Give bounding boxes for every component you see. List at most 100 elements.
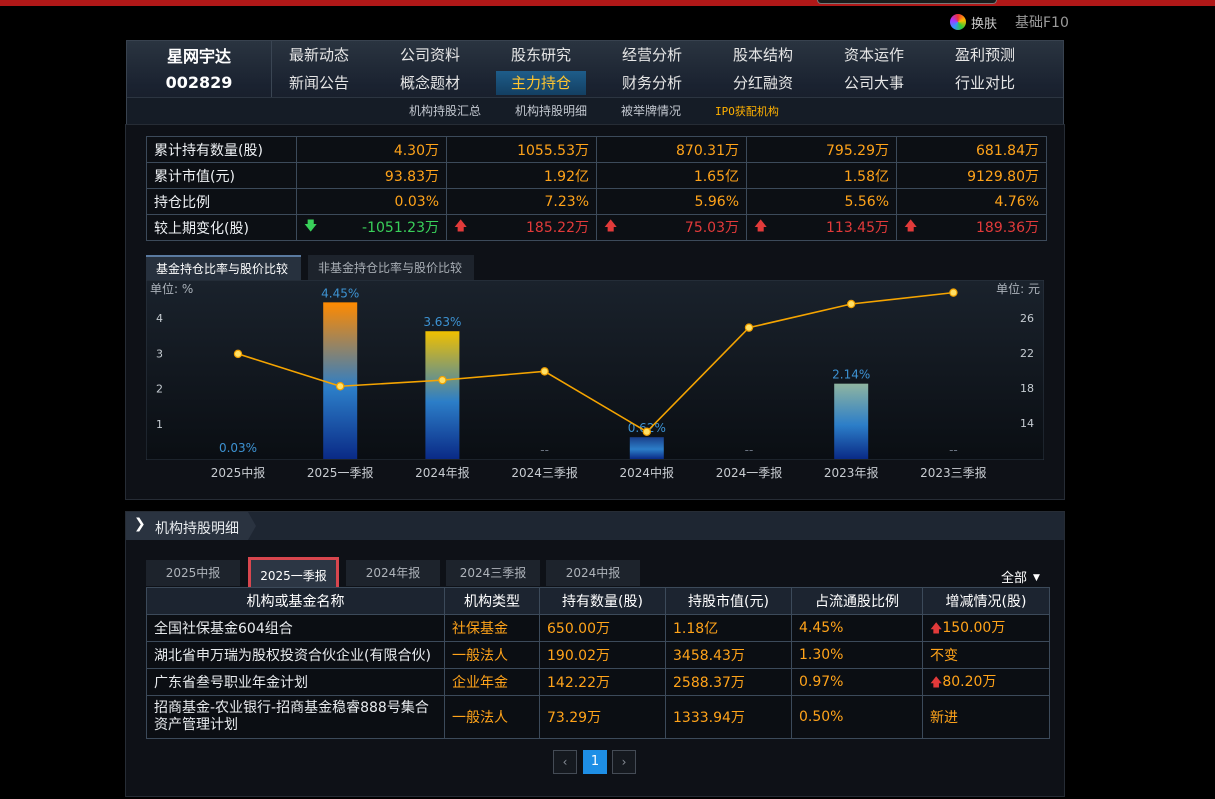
bar-label-1: 4.45% — [321, 286, 359, 300]
tab-nonfund-vs-price[interactable]: 非基金持仓比率与股价比较 — [308, 255, 474, 281]
y-left-tick: 3 — [156, 347, 163, 360]
summary-value: 5.96% — [596, 188, 747, 215]
stock-name: 星网宇达 — [166, 47, 231, 66]
col-name: 机构或基金名称 — [146, 587, 445, 615]
table-row[interactable]: 广东省叁号职业年金计划 企业年金 142.22万 2588.37万 0.97% 🡅80.2… — [146, 668, 1050, 696]
tab-2024-annual[interactable]: 2024年报 — [346, 560, 440, 586]
summary-value: 5.56% — [746, 188, 897, 215]
holding-qty: 190.02万 — [539, 641, 666, 669]
summary-value: 0.03% — [296, 188, 447, 215]
table-row[interactable]: 湖北省申万瑞为股权投资合伙企业(有限合伙) 一般法人 190.02万 3458.43万… — [146, 641, 1050, 669]
price-line — [237, 291, 954, 433]
arrow-up-icon: 🡅 — [454, 218, 468, 234]
price-point-0 — [233, 349, 243, 359]
next-page-button[interactable]: › — [612, 750, 636, 774]
holding-value: 2588.37万 — [665, 668, 792, 696]
holding-value: 1.18亿 — [665, 614, 792, 642]
price-point-4 — [642, 427, 651, 436]
summary-row: 持仓比例 0.03% 7.23% 5.96% 5.56% 4.76% — [146, 188, 1047, 215]
tab-2025-q1[interactable]: 2025一季报 — [248, 557, 339, 590]
x-axis-labels: 2025中报 2025一季报 2024年报 2024三季报 2024中报 2024一季报 2… — [146, 462, 1044, 482]
page-1-button[interactable]: 1 — [583, 750, 607, 774]
nav-item-row2-2[interactable]: 主力持仓 — [496, 71, 586, 95]
change-value: 不变 — [922, 641, 1050, 669]
summary-value: 🡅 185.22万 — [446, 214, 597, 241]
y-right-tick: 26 — [1020, 312, 1034, 325]
subnav-institution-detail[interactable]: 机构持股明细 — [515, 104, 588, 118]
subnav-placard[interactable]: 被举牌情况 — [621, 104, 682, 118]
summary-value: 1055.53万 — [446, 136, 597, 163]
nav-item-row1-2[interactable]: 股东研究 — [510, 46, 571, 64]
skin-button[interactable]: 换肤 — [950, 12, 997, 32]
nav-item-row1-5[interactable]: 资本运作 — [843, 46, 904, 64]
nav-item-row2-0[interactable]: 新闻公告 — [288, 74, 349, 92]
summary-value: 870.31万 — [596, 136, 747, 163]
nav-item-row2-5[interactable]: 公司大事 — [843, 74, 904, 92]
prev-page-button[interactable]: ‹ — [553, 750, 577, 774]
x-tick-label-5: 2024一季报 — [715, 466, 783, 480]
skin-label: 换肤 — [971, 16, 998, 32]
float-ratio: 4.45% — [791, 614, 923, 642]
table-row[interactable]: 全国社保基金604组合 社保基金 650.00万 1.18亿 4.45% 🡅150.00万 — [146, 614, 1050, 642]
top-search-tab[interactable] — [817, 0, 997, 4]
table-row[interactable]: 招商基金-农业银行-招商基金稳睿888号集合资产管理计划 一般法人 73.29万 13… — [146, 695, 1050, 739]
summary-value: 🡇 -1051.23万 — [296, 214, 447, 241]
tab-2024-mid[interactable]: 2024中报 — [546, 560, 640, 586]
summary-row: 较上期变化(股) 🡇 -1051.23万 🡅 185.22万 🡅 75.03万 🡅 113.45… — [146, 214, 1047, 241]
col-change: 增减情况(股) — [922, 587, 1050, 615]
nav-item-row1-4[interactable]: 股本结构 — [732, 46, 793, 64]
institution-name: 广东省叁号职业年金计划 — [146, 668, 445, 696]
nav-item-row1-3[interactable]: 经营分析 — [621, 46, 682, 64]
summary-value: 4.30万 — [296, 136, 447, 163]
bar-6 — [834, 383, 869, 459]
float-ratio: 1.30% — [791, 641, 923, 669]
institution-type: 一般法人 — [444, 641, 540, 669]
main-nav: 星网宇达 002829 最新动态 公司资料 股东研究 经营分析 股本结构 资本运作 盈利预测… — [126, 40, 1064, 125]
arrow-down-icon: 🡇 — [304, 218, 318, 234]
bar-label-3: -- — [540, 443, 549, 457]
y-left-tick: 2 — [156, 383, 163, 396]
holding-value: 3458.43万 — [665, 641, 792, 669]
holding-value: 1333.94万 — [665, 695, 792, 739]
nav-item-row1-0[interactable]: 最新动态 — [288, 46, 349, 64]
price-point-1 — [335, 382, 345, 391]
filter-label: 全部 — [1001, 571, 1028, 586]
nav-item-row2-6[interactable]: 行业对比 — [954, 74, 1015, 92]
chevron-right-icon: ❯ — [134, 516, 146, 532]
x-tick-label-0: 2025中报 — [210, 466, 266, 480]
panel-header: ❯ 机构持股明细 — [126, 512, 1064, 540]
summary-value-text: 185.22万 — [526, 219, 589, 236]
panel-title: 机构持股明细 — [155, 521, 239, 537]
summary-table: 累计持有数量(股) 4.30万 1055.53万 870.31万 795.29万 681.… — [146, 136, 1047, 241]
basic-f10-link[interactable]: 基础F10 — [1015, 15, 1069, 31]
subnav-ipo-allotment[interactable]: IPO获配机构 — [715, 105, 779, 118]
subnav-institution-summary[interactable]: 机构持股汇总 — [409, 104, 482, 118]
holding-price-chart: 单位: %单位: 元1234141822260.03%4.45%3.63%--0… — [146, 280, 1044, 460]
price-point-6 — [847, 299, 856, 309]
change-value: 🡅150.00万 — [922, 614, 1050, 642]
nav-item-row2-1[interactable]: 概念题材 — [399, 74, 460, 92]
summary-value: 1.92亿 — [446, 162, 597, 189]
x-tick-label-6: 2023年报 — [823, 466, 879, 480]
change-text: 80.20万 — [942, 673, 997, 690]
tab-2024-q3[interactable]: 2024三季报 — [446, 560, 540, 586]
nav-item-row1-6[interactable]: 盈利预测 — [954, 46, 1015, 64]
price-point-2 — [438, 375, 447, 385]
summary-value: 795.29万 — [746, 136, 897, 163]
summary-label: 较上期变化(股) — [146, 214, 297, 241]
y-right-tick: 22 — [1020, 347, 1034, 360]
stock-info: 星网宇达 002829 — [127, 41, 272, 97]
panel-title-box: ❯ 机构持股明细 — [126, 512, 256, 540]
bar-4 — [629, 437, 664, 459]
change-value: 🡅80.20万 — [922, 668, 1050, 696]
arrow-up-icon: 🡅 — [604, 218, 618, 234]
filter-dropdown[interactable]: 全部 ▼ — [1001, 567, 1040, 586]
nav-item-row1-1[interactable]: 公司资料 — [399, 46, 460, 64]
bar-label-5: -- — [745, 443, 754, 457]
nav-item-row2-4[interactable]: 分红融资 — [732, 74, 793, 92]
institution-type: 一般法人 — [444, 695, 540, 739]
sub-nav: 机构持股汇总 机构持股明细 被举牌情况 IPO获配机构 — [127, 97, 1063, 125]
tab-fund-vs-price[interactable]: 基金持仓比率与股价比较 — [146, 255, 301, 281]
tab-2025-mid[interactable]: 2025中报 — [146, 560, 240, 586]
nav-item-row2-3[interactable]: 财务分析 — [621, 74, 682, 92]
